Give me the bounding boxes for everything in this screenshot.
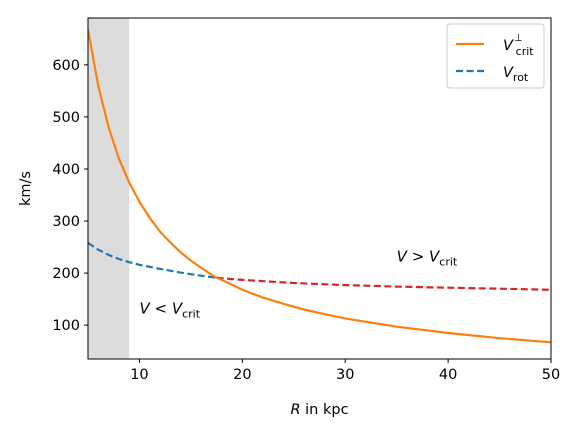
y-tick-label: 300 (52, 214, 80, 230)
y-tick-label: 100 (52, 318, 80, 334)
annotation-v-gt-vcrit: V > Vcrit (397, 248, 458, 269)
annotation-v-lt-vcrit: V < Vcrit (139, 300, 200, 321)
axis-ticks: 10 20 30 40 50 100 200 300 400 500 600 (52, 58, 560, 383)
y-tick-label: 200 (52, 266, 80, 282)
series-v-rot-below-crit (88, 241, 217, 279)
x-tick-label: 20 (233, 367, 251, 383)
y-tick-label: 500 (52, 110, 80, 126)
series-v-rot-above-crit (216, 276, 551, 291)
x-tick-label: 40 (439, 367, 457, 383)
x-tick-label: 10 (130, 367, 148, 383)
y-tick-label: 600 (52, 58, 80, 74)
legend-label: Vrot (503, 65, 529, 84)
legend-label: V⊥ crit (503, 33, 534, 58)
y-tick-label: 400 (52, 162, 80, 178)
x-tick-label: 30 (336, 367, 354, 383)
x-axis-label: R in kpc (290, 402, 348, 418)
shaded-region (88, 18, 130, 359)
x-tick-label: 50 (542, 367, 560, 383)
legend: V⊥ crit Vrot (446, 23, 545, 89)
y-axis-label: km/s (18, 171, 34, 206)
annotations: V < Vcrit V > Vcrit (139, 248, 457, 321)
plot-area (88, 18, 551, 359)
axes-frame (87, 17, 552, 360)
series-v-crit-perp (88, 29, 551, 344)
